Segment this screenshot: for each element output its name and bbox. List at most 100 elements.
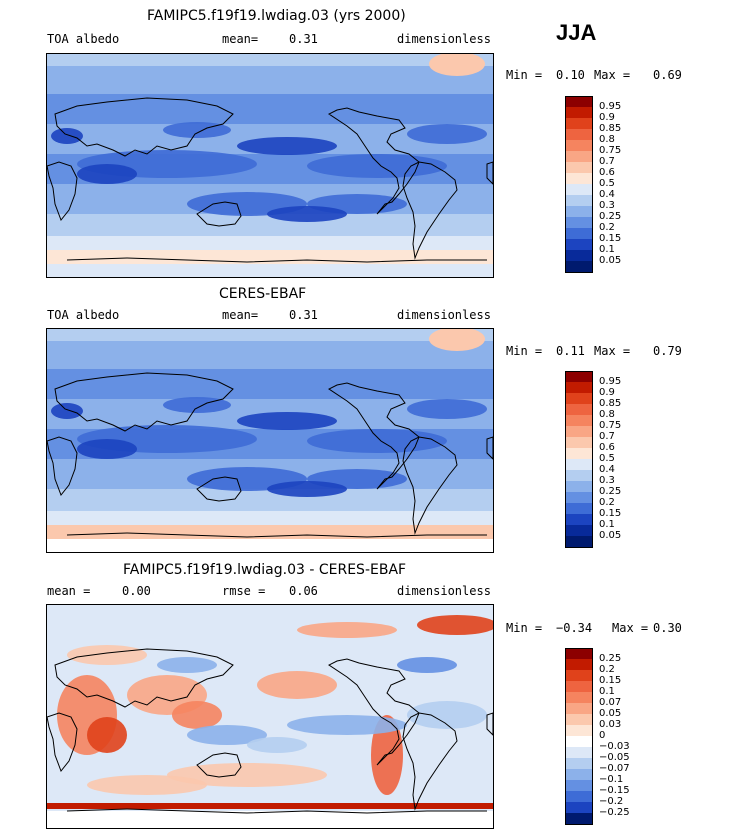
field-band <box>47 54 493 66</box>
map-diff-field <box>47 605 493 828</box>
colorbar-tick-label: 0.95 <box>599 376 622 387</box>
units-label: dimensionless <box>397 32 491 46</box>
units-label: dimensionless <box>397 584 491 598</box>
colorbar-tick-label: 0.95 <box>599 101 622 112</box>
field-blob <box>307 154 447 178</box>
colorbar-tick-label: 0.5 <box>599 178 615 189</box>
colorbar-tick-label: 0.2 <box>599 222 615 233</box>
field-blob <box>87 775 207 795</box>
field-blob <box>287 715 407 735</box>
colorbar-tick-label: 0 <box>599 730 606 741</box>
colorbar-swatch <box>565 162 593 174</box>
colorbar-tick-label: 0.4 <box>599 189 615 200</box>
map-model-field <box>47 54 493 277</box>
map-diff <box>46 604 494 829</box>
colorbar-tick-label: 0.8 <box>599 409 615 420</box>
coastline <box>54 97 234 157</box>
coastline <box>328 658 420 766</box>
coastline <box>66 532 487 538</box>
colorbar-tick-label: −0.05 <box>599 752 630 763</box>
colorbar-swatch <box>565 437 593 449</box>
colorbar-tick-label: 0.8 <box>599 134 615 145</box>
colorbar-swatch <box>565 382 593 394</box>
field-band <box>47 489 493 511</box>
colorbar-swatch <box>565 459 593 471</box>
colorbar-swatch <box>565 184 593 196</box>
field-blob <box>397 657 457 673</box>
field-band <box>47 811 493 828</box>
colorbar-swatch <box>565 670 593 682</box>
colorbar-swatch <box>565 525 593 537</box>
map-model <box>46 53 494 278</box>
coastline <box>196 752 242 778</box>
field-band <box>47 511 493 525</box>
units-label: dimensionless <box>397 308 491 322</box>
colorbar-swatch <box>565 791 593 803</box>
mean-value: 0.00 <box>122 584 151 598</box>
mean-label: mean= <box>222 308 259 322</box>
colorbar-swatch <box>565 140 593 152</box>
colorbar-swatch <box>565 118 593 130</box>
panel-title: CERES-EBAF <box>219 286 307 302</box>
colorbar-swatch <box>565 813 593 825</box>
colorbar-tick-label: 0.1 <box>599 686 615 697</box>
field-blob <box>407 701 487 729</box>
colorbar-tick-label: 0.1 <box>599 519 615 530</box>
colorbar-swatch <box>565 96 593 108</box>
field-blob <box>429 329 485 351</box>
colorbar-swatch <box>565 514 593 526</box>
colorbar-tick-label: 0.03 <box>599 719 622 730</box>
max-value: 0.69 <box>653 68 682 82</box>
field-blob <box>257 671 337 699</box>
coastline <box>54 372 234 432</box>
colorbar-swatch <box>565 239 593 251</box>
colorbar-tick-label: 0.9 <box>599 112 615 123</box>
colorbar-tick-label: −0.2 <box>599 796 624 807</box>
min-label: Min = <box>506 68 543 82</box>
field-blob <box>51 128 83 144</box>
colorbar-tick-label: 0.4 <box>599 464 615 475</box>
rmse-label: rmse = <box>222 584 266 598</box>
coastline <box>66 808 487 814</box>
colorbar-swatch <box>565 393 593 405</box>
coastline <box>328 382 420 490</box>
max-label: Max = <box>612 621 649 635</box>
coastline <box>47 436 493 496</box>
colorbar-tick-label: 0.15 <box>599 675 622 686</box>
variable-label: TOA albedo <box>47 32 120 46</box>
field-blob <box>157 657 217 673</box>
colorbar-tick-label: 0.25 <box>599 211 622 222</box>
field-band <box>47 803 493 809</box>
season-label: JJA <box>556 20 597 45</box>
map-obs-field <box>47 329 493 552</box>
field-blob <box>417 615 493 635</box>
colorbar-swatch <box>565 448 593 460</box>
colorbar-tick-label: 0.2 <box>599 664 615 675</box>
field-blob <box>237 412 337 430</box>
field-band <box>47 66 493 94</box>
field-blob <box>187 725 267 745</box>
max-value: 0.79 <box>653 344 682 358</box>
colorbar-swatch <box>565 747 593 759</box>
colorbar-tick-label: 0.2 <box>599 497 615 508</box>
colorbar-tick-label: 0.6 <box>599 442 615 453</box>
colorbar-tick-label: 0.05 <box>599 255 622 266</box>
colorbar-obs: 0.95 0.9 0.85 0.8 0.75 0.7 0.6 0.5 0.4 0.3 0.25 0.2… <box>565 371 655 548</box>
field-blob <box>87 717 127 753</box>
field-blob <box>307 429 447 453</box>
colorbar-tick-label: 0.05 <box>599 708 622 719</box>
colorbar-swatch <box>565 151 593 163</box>
colorbar-swatch <box>565 492 593 504</box>
colorbar-tick-label: 0.9 <box>599 387 615 398</box>
colorbar-swatch <box>565 536 593 548</box>
colorbar-swatch <box>565 780 593 792</box>
field-blob <box>407 124 487 144</box>
panel-title: FAMIPC5.f19f19.lwdiag.03 - CERES-EBAF <box>123 562 407 578</box>
panel-title: FAMIPC5.f19f19.lwdiag.03 (yrs 2000) <box>147 8 406 24</box>
colorbar-tick-label: 0.05 <box>599 530 622 541</box>
colorbar-tick-label: 0.7 <box>599 431 615 442</box>
field-band <box>47 214 493 236</box>
colorbar-swatch <box>565 250 593 262</box>
colorbar-tick-label: 0.1 <box>599 244 615 255</box>
variable-label: TOA albedo <box>47 308 120 322</box>
